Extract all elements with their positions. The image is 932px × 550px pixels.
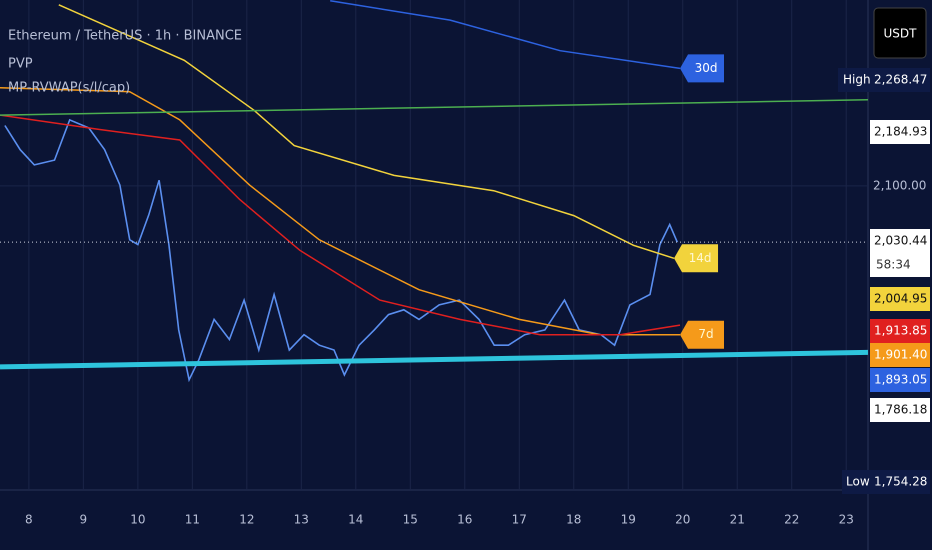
price-label: 1,913.85 xyxy=(874,324,927,338)
indicator-label: PVP xyxy=(8,57,33,72)
price-label: 1,786.18 xyxy=(874,403,927,417)
legend-label: 7d xyxy=(698,327,713,341)
x-tick-label: 10 xyxy=(130,513,145,527)
x-tick-label: 23 xyxy=(839,513,854,527)
x-tick-label: 13 xyxy=(294,513,309,527)
x-tick-label: 8 xyxy=(25,513,33,527)
price-label-box xyxy=(870,343,930,367)
price-label-box xyxy=(870,398,930,422)
x-tick-label: 19 xyxy=(621,513,636,527)
price-axis: 8 9 10 11 12 13 14 15 16 17 18 19 20 21 22 23 2,100.00 2,… xyxy=(25,68,930,527)
price-label: 2,004.95 xyxy=(874,292,927,306)
x-tick-label: 22 xyxy=(784,513,799,527)
countdown-box xyxy=(870,253,930,277)
x-tick-label: 20 xyxy=(675,513,690,527)
x-tick-label: 16 xyxy=(457,513,472,527)
x-tick-label: 17 xyxy=(512,513,527,527)
high-box xyxy=(838,68,870,92)
price-label-box xyxy=(870,120,930,144)
legend-label: 14d xyxy=(689,251,712,265)
price-label: 1,893.05 xyxy=(874,373,927,387)
x-tick-label: 12 xyxy=(239,513,254,527)
series-line xyxy=(0,99,869,116)
price-label-box xyxy=(870,319,930,343)
low-label: Low xyxy=(846,475,870,489)
price-label-box xyxy=(870,68,930,92)
y-tick-label: 2,100.00 xyxy=(873,178,926,192)
price-label: 1,901.40 xyxy=(874,348,927,362)
series-tag xyxy=(680,54,725,83)
price-label: 2,268.47 xyxy=(874,73,927,87)
legend-label: 30d xyxy=(695,61,718,75)
series-line xyxy=(0,86,680,336)
price-label: 1,754.28 xyxy=(874,475,927,489)
currency-button[interactable] xyxy=(873,7,927,59)
indicator-label: MP-RVWAP(s/l/cap) xyxy=(8,81,130,96)
low-box xyxy=(842,470,870,494)
series-tag xyxy=(680,320,725,349)
price-label-box xyxy=(870,368,930,392)
series-line xyxy=(330,0,681,70)
x-tick-label: 18 xyxy=(566,513,581,527)
chart-title: Ethereum / TetherUS · 1h · BINANCE xyxy=(8,29,242,44)
x-tick-label: 9 xyxy=(80,513,88,527)
price-label: 2,184.93 xyxy=(874,125,927,139)
x-tick-label: 21 xyxy=(730,513,745,527)
price-label-box xyxy=(870,229,930,253)
x-tick-label: 11 xyxy=(185,513,200,527)
x-tick-label: 14 xyxy=(348,513,363,527)
countdown: 58:34 xyxy=(876,258,911,272)
series-line xyxy=(58,4,675,260)
series-line xyxy=(4,118,679,383)
x-tick-label: 15 xyxy=(403,513,418,527)
high-label: High xyxy=(843,73,871,87)
price-label-box xyxy=(870,287,930,311)
plot: 30d 14d 7d xyxy=(0,0,869,383)
currency-label[interactable]: USDT xyxy=(884,27,918,41)
price-label-box xyxy=(870,470,930,494)
series-line xyxy=(0,349,869,370)
series-line xyxy=(0,114,681,336)
series-tag xyxy=(674,244,719,273)
price-label: 2,030.44 xyxy=(874,234,927,248)
